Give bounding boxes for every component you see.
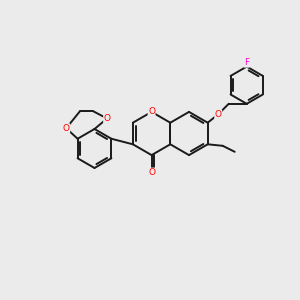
Text: O: O [215, 110, 222, 119]
Text: O: O [63, 124, 70, 133]
Text: O: O [103, 114, 111, 123]
Text: O: O [148, 107, 155, 116]
Text: F: F [244, 58, 249, 67]
Text: O: O [148, 168, 155, 177]
